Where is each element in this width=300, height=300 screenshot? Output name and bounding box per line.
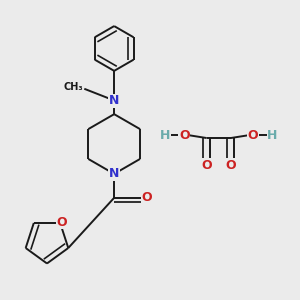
Text: CH₃: CH₃ [63, 82, 83, 92]
Text: O: O [142, 191, 152, 204]
Text: N: N [109, 167, 119, 180]
Text: O: O [225, 159, 236, 172]
Text: O: O [201, 159, 212, 172]
Text: H: H [267, 129, 278, 142]
Text: O: O [56, 216, 67, 229]
Text: N: N [109, 94, 119, 107]
Text: H: H [160, 129, 170, 142]
Text: O: O [179, 129, 190, 142]
Text: O: O [248, 129, 258, 142]
